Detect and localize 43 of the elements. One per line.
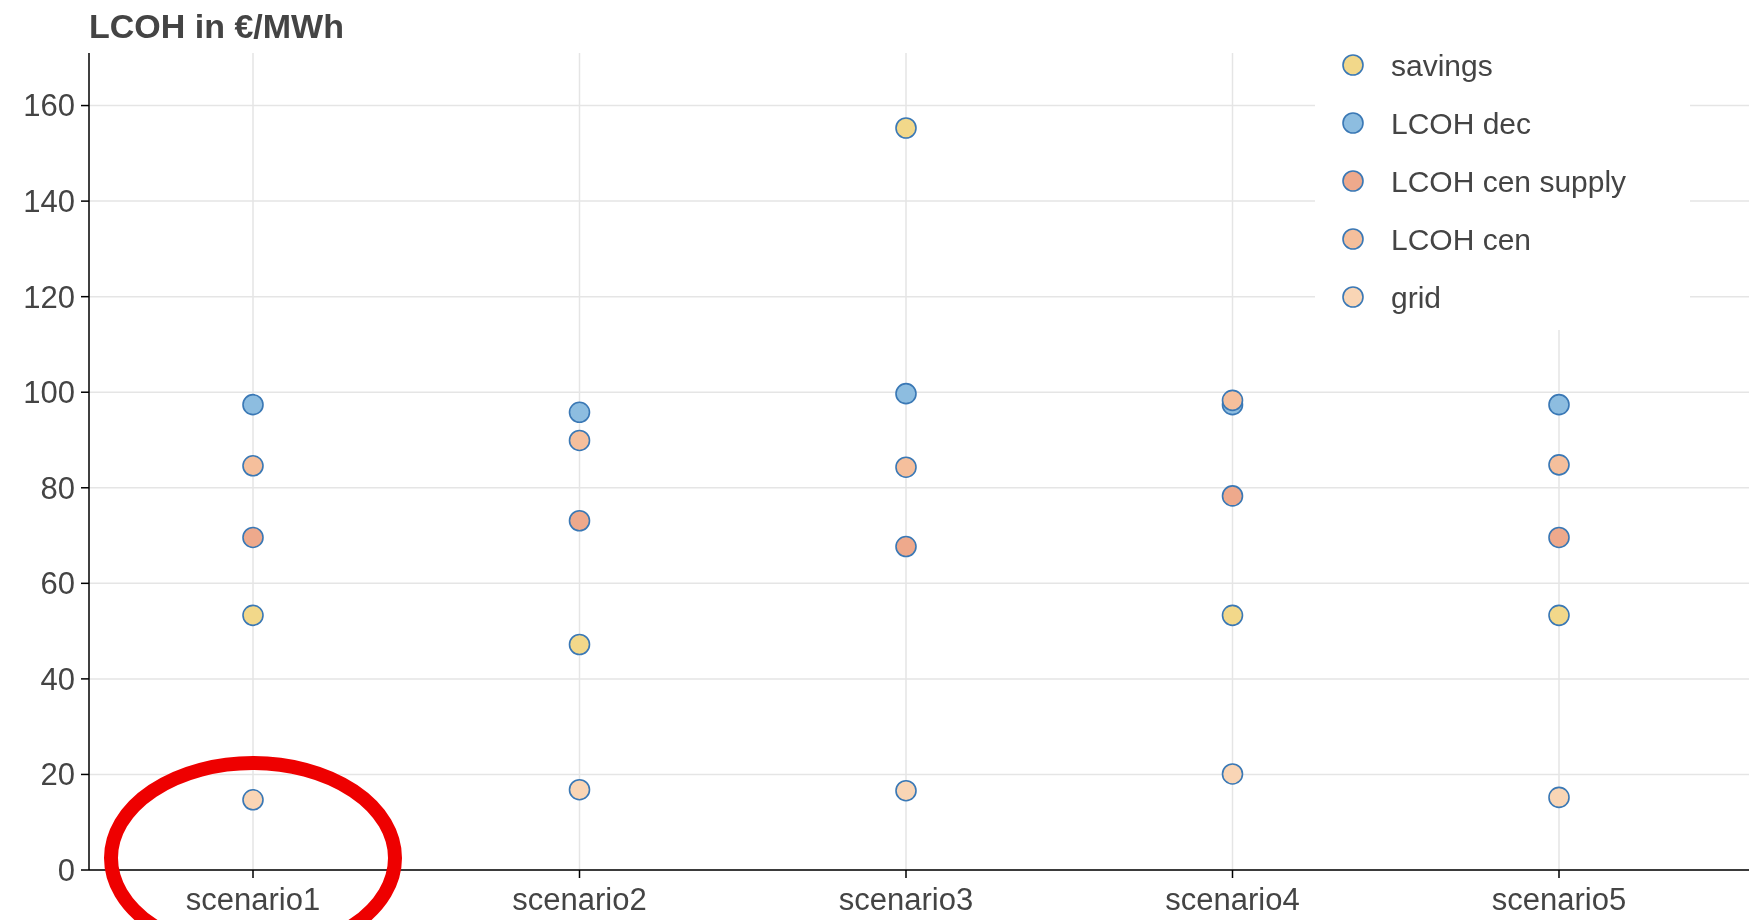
y-tick-label: 120 bbox=[23, 279, 75, 315]
y-tick-label: 0 bbox=[57, 852, 75, 888]
point bbox=[1221, 763, 1244, 785]
point bbox=[568, 778, 591, 801]
point bbox=[568, 429, 591, 452]
x-tick-label: scenario2 bbox=[512, 882, 647, 917]
point bbox=[1548, 393, 1570, 416]
point bbox=[568, 633, 591, 656]
legend-label: LCOH cen bbox=[1391, 222, 1532, 256]
legend-label: grid bbox=[1391, 280, 1442, 314]
chart-title: LCOH in €/MWh bbox=[89, 7, 344, 45]
point bbox=[242, 393, 264, 416]
y-tick-label: 60 bbox=[40, 566, 75, 602]
point bbox=[895, 117, 917, 139]
x-tick-label: scenario4 bbox=[1165, 882, 1300, 917]
point bbox=[568, 401, 591, 424]
y-tick-label: 100 bbox=[23, 375, 75, 411]
y-tick-label: 80 bbox=[40, 470, 75, 506]
point bbox=[895, 382, 917, 405]
y-tick-label: 160 bbox=[23, 88, 75, 124]
y-tick-label: 20 bbox=[40, 757, 75, 793]
point bbox=[895, 535, 917, 558]
point bbox=[242, 526, 264, 549]
y-tick-label: 140 bbox=[23, 183, 75, 219]
legend-label: savings bbox=[1391, 48, 1493, 82]
x-tick-label: scenario3 bbox=[838, 882, 974, 917]
point bbox=[895, 456, 917, 479]
legend-label: LCOH cen supply bbox=[1391, 164, 1627, 198]
point bbox=[568, 509, 591, 532]
point bbox=[1548, 604, 1570, 627]
point bbox=[1548, 526, 1570, 549]
point bbox=[242, 604, 264, 627]
x-tick-label: scenario5 bbox=[1491, 882, 1627, 917]
point bbox=[1221, 604, 1244, 627]
point bbox=[1548, 786, 1570, 809]
point bbox=[242, 788, 264, 811]
point bbox=[895, 779, 917, 802]
legend-label: LCOH dec bbox=[1391, 106, 1532, 140]
point bbox=[1221, 485, 1244, 507]
x-tick-label: scenario1 bbox=[185, 882, 321, 917]
point bbox=[1548, 454, 1570, 476]
point bbox=[242, 455, 264, 477]
y-tick-label: 40 bbox=[40, 661, 75, 697]
